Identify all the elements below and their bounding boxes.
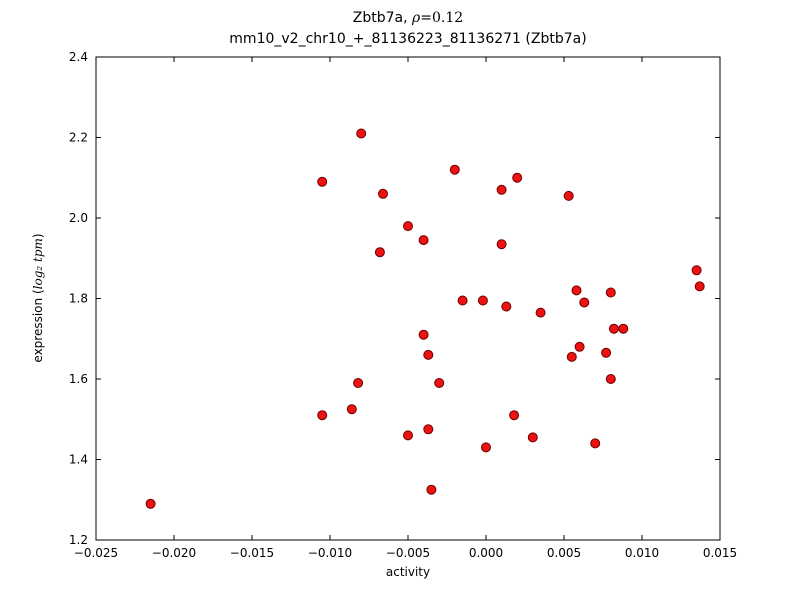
data-point xyxy=(418,329,429,340)
data-point xyxy=(527,432,538,443)
x-tick-label: 0.015 xyxy=(703,546,737,560)
data-point xyxy=(378,188,388,199)
data-point xyxy=(605,374,616,384)
data-point xyxy=(449,164,460,175)
chart-title-line1: Zbtb7a, ρ=0.12 xyxy=(96,8,720,29)
data-point xyxy=(374,247,385,258)
data-point xyxy=(477,295,488,306)
data-point xyxy=(423,349,434,360)
data-point xyxy=(590,438,601,449)
data-point xyxy=(496,184,507,195)
data-point xyxy=(481,442,491,453)
data-point xyxy=(579,297,590,308)
y-tick-label: 1.4 xyxy=(69,453,88,467)
data-point xyxy=(317,176,328,187)
x-axis-label: activity xyxy=(385,565,431,579)
data-point xyxy=(496,239,507,250)
data-point xyxy=(346,404,357,415)
data-point xyxy=(403,221,413,232)
data-point xyxy=(145,498,156,509)
title-rho-value: =0.12 xyxy=(420,10,464,26)
x-tick-label: 0.010 xyxy=(625,546,659,560)
y-tick-label: 1.8 xyxy=(69,292,88,306)
data-point xyxy=(691,265,702,276)
data-point xyxy=(618,323,629,334)
y-tick-label: 2.4 xyxy=(69,50,88,64)
data-point xyxy=(317,410,328,421)
data-point xyxy=(509,410,520,421)
y-tick-label: 1.2 xyxy=(69,533,88,547)
title-gene-text: Zbtb7a, xyxy=(352,10,413,26)
data-point xyxy=(353,378,364,388)
y-tick-label: 2.0 xyxy=(69,211,88,225)
x-tick-label: −0.005 xyxy=(386,546,430,560)
data-point xyxy=(356,128,367,139)
data-point xyxy=(605,287,616,298)
x-tick-label: −0.015 xyxy=(230,546,274,560)
data-point xyxy=(512,172,523,183)
x-tick-label: 0.000 xyxy=(469,546,503,560)
data-point xyxy=(563,190,574,201)
data-point xyxy=(601,347,612,358)
x-tick-label: −0.025 xyxy=(74,546,118,560)
data-point xyxy=(571,285,582,296)
plot-frame xyxy=(95,56,721,541)
data-point xyxy=(426,484,437,495)
data-point xyxy=(535,307,546,318)
data-point xyxy=(418,235,429,246)
chart-title: Zbtb7a, ρ=0.12 mm10_v2_chr10_+_81136223_… xyxy=(96,8,720,50)
data-point xyxy=(574,341,585,352)
data-point xyxy=(457,295,468,306)
data-point xyxy=(423,424,434,435)
data-point xyxy=(434,378,445,388)
data-point xyxy=(608,323,619,334)
title-rho-symbol: ρ xyxy=(412,10,421,26)
data-point xyxy=(501,301,512,312)
x-tick-label: 0.005 xyxy=(547,546,581,560)
y-tick-label: 1.6 xyxy=(69,372,88,386)
x-tick-label: −0.020 xyxy=(152,546,196,560)
data-point xyxy=(403,430,413,441)
y-tick-label: 2.2 xyxy=(69,131,88,145)
data-point xyxy=(566,351,577,362)
x-tick-label: −0.010 xyxy=(308,546,352,560)
data-point xyxy=(694,281,705,292)
chart-title-line2: mm10_v2_chr10_+_81136223_81136271 (Zbtb7… xyxy=(229,31,587,47)
